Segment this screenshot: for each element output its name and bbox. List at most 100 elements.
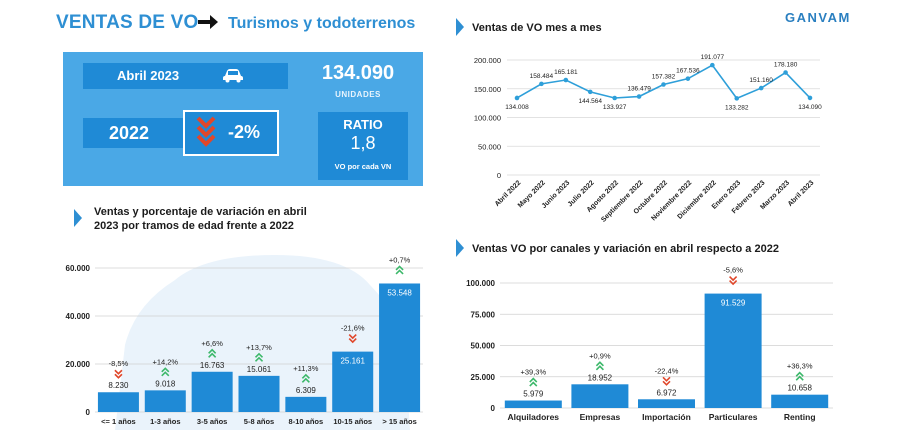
ratio-sub: VO por cada VN [334,162,392,171]
data-point [710,62,715,68]
bar [638,399,695,408]
channel-bar-chart: 0 25.000 50.000 75.000 100.000 5.979 +39,3% Alq… [466,266,833,422]
category-label: > 15 años [382,417,416,426]
data-label: 191.077 [701,54,725,61]
value-label: 10.658 [787,384,812,393]
category-label: <= 1 años [101,417,136,426]
data-label: 158.484 [530,73,554,80]
data-label: 165.181 [554,69,578,76]
x-tick-label: Abril 2023 [787,179,816,208]
ratio-box [318,112,408,180]
variation-label: +0,9% [589,351,611,360]
data-label: 151.160 [749,77,773,84]
channel-chart-title: Ventas VO por canales y variación en abr… [472,243,779,255]
ratio-label: RATIO [343,117,383,132]
variation-label: +6,6% [201,339,223,348]
y-tick-label: 100.000 [474,114,501,123]
section-arrow-icon [456,18,464,36]
category-label: 3-5 años [197,417,227,426]
y-tick-label: 100.000 [466,279,495,288]
compare-year: 2022 [83,118,183,148]
bar [504,400,562,408]
bar [144,390,186,412]
variation-label: +11,3% [293,364,318,373]
variation-value: -2% [228,122,261,142]
data-point [758,85,764,91]
data-point [539,81,544,87]
value-label: 25.161 [340,357,365,366]
y-tick-label: 20.000 [66,360,91,369]
y-tick-label: 25.000 [471,373,496,382]
units-value: 134.090 [321,62,395,84]
variation-label: +13,7% [246,343,272,352]
category-label: 5-8 años [244,417,274,426]
data-label: 133.927 [603,104,627,111]
y-tick-label: 200.000 [474,56,501,65]
value-label: 18.952 [588,373,613,382]
value-label: 15.061 [247,365,272,374]
category-label: 1-3 años [150,417,180,426]
value-label: 9.018 [155,379,176,388]
data-label: 133.282 [725,104,749,111]
data-point [685,76,691,81]
category-label: Importación [642,412,691,422]
data-point [514,95,520,101]
line-chart: 0 50.000 100.000 150.000 200.000 134.008 Abril… [474,54,822,224]
category-label: Alquiladores [508,412,560,422]
bar [379,283,421,412]
category-label: Empresas [580,412,621,422]
value-label: 6.309 [296,386,317,395]
chevron-up-icon [595,361,604,371]
y-tick-label: 150.000 [474,85,501,94]
value-label: 16.763 [200,361,225,370]
bar [704,293,762,408]
page-subtitle: Turismos y todoterrenos [228,15,416,32]
category-label: 10-15 años [333,417,372,426]
chevron-down-icon [662,376,671,386]
value-label: 53.548 [387,288,412,297]
y-tick-label: 60.000 [66,264,91,273]
data-point [636,94,642,99]
ratio-value: 1,8 [350,133,376,153]
bar [191,371,233,412]
bar [771,394,829,408]
variation-label: +39,3% [520,368,546,377]
units-label: UNIDADES [335,90,381,99]
car-icon [223,69,243,83]
chevron-up-icon [254,352,264,362]
category-label: Renting [784,412,816,422]
y-tick-label: 50.000 [471,342,496,351]
x-tick-label: Septiembre 2022 [600,179,644,223]
arrow-right-icon [198,15,218,29]
y-tick-label: 0 [491,404,496,413]
data-point [563,77,569,83]
data-label: 136.479 [627,86,651,93]
variation-label: -8,5% [109,359,129,368]
data-label: 157.382 [652,74,676,81]
line-chart-title: Ventas de VO mes a mes [472,22,602,34]
age-bar-chart: 0 20.000 40.000 60.000 8.230 -8,5% <= 1 años 9.… [66,255,423,430]
y-tick-label: 40.000 [66,312,91,321]
chevron-down-icon [348,334,357,344]
value-label: 6.972 [656,388,677,397]
variation-label: -21,6% [341,324,365,333]
age-chart-title: Ventas y porcentaje de variación en abri… [94,206,307,232]
bar [238,375,280,412]
data-point [783,70,788,75]
data-point [612,95,617,101]
data-label: 167.536 [676,68,700,75]
variation-label: +36,3% [787,362,813,371]
chevron-up-icon [529,377,538,387]
y-tick-label: 0 [497,171,501,180]
bar [97,392,139,412]
variation-label: -5,6% [723,266,743,275]
chevron-up-icon [301,373,310,383]
variation-label: +0,7% [389,255,411,264]
chevron-up-icon [161,367,170,377]
logo: GANVAM [785,10,851,25]
chevron-up-icon [795,371,804,381]
bar [571,384,629,408]
chevron-down-icon [114,369,123,379]
value-label: 91.529 [721,299,746,308]
data-label: 134.008 [505,104,529,111]
